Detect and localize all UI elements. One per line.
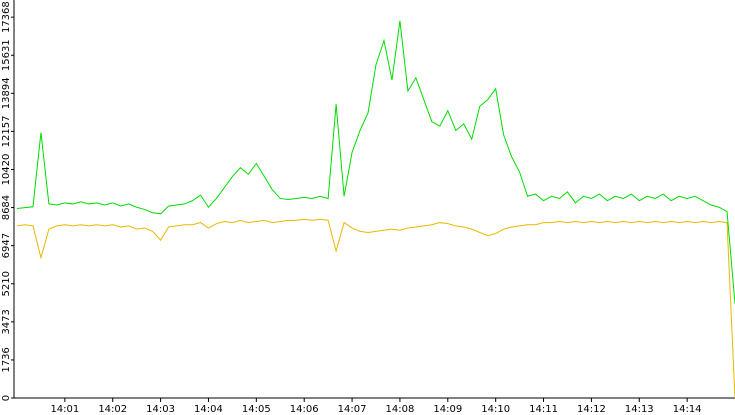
x-tick-label: 14:03 [146,404,175,415]
x-tick-label: 14:02 [98,404,127,415]
x-tick-label: 14:01 [50,404,79,415]
y-tick-label: 17368 [1,1,12,33]
y-tick-label: 12157 [1,116,12,148]
x-tick-label: 14:13 [625,404,654,415]
y-tick-label: 10420 [1,154,12,186]
y-tick-label: 6947 [1,233,12,258]
x-tick-label: 14:10 [481,404,510,415]
x-tick-label: 14:06 [290,404,319,415]
x-tick-label: 14:12 [577,404,606,415]
x-tick-label: 14:07 [338,404,367,415]
x-tick-label: 14:08 [386,404,415,415]
y-tick-label: 3473 [1,309,12,334]
series-line [16,218,735,399]
x-tick-label: 14:14 [673,404,702,415]
x-tick-label: 14:04 [194,404,223,415]
y-tick-label: 5210 [1,271,12,296]
x-tick-label: 14:09 [433,404,462,415]
y-tick-label: 0 [1,395,12,401]
series-line [16,20,735,304]
x-tick-label: 14:11 [529,404,558,415]
y-tick-label: 8684 [1,195,12,220]
y-tick-label: 1736 [1,347,12,372]
y-tick-label: 13894 [1,77,12,109]
y-tick-label: 15631 [1,39,12,71]
x-tick-label: 14:05 [242,404,271,415]
